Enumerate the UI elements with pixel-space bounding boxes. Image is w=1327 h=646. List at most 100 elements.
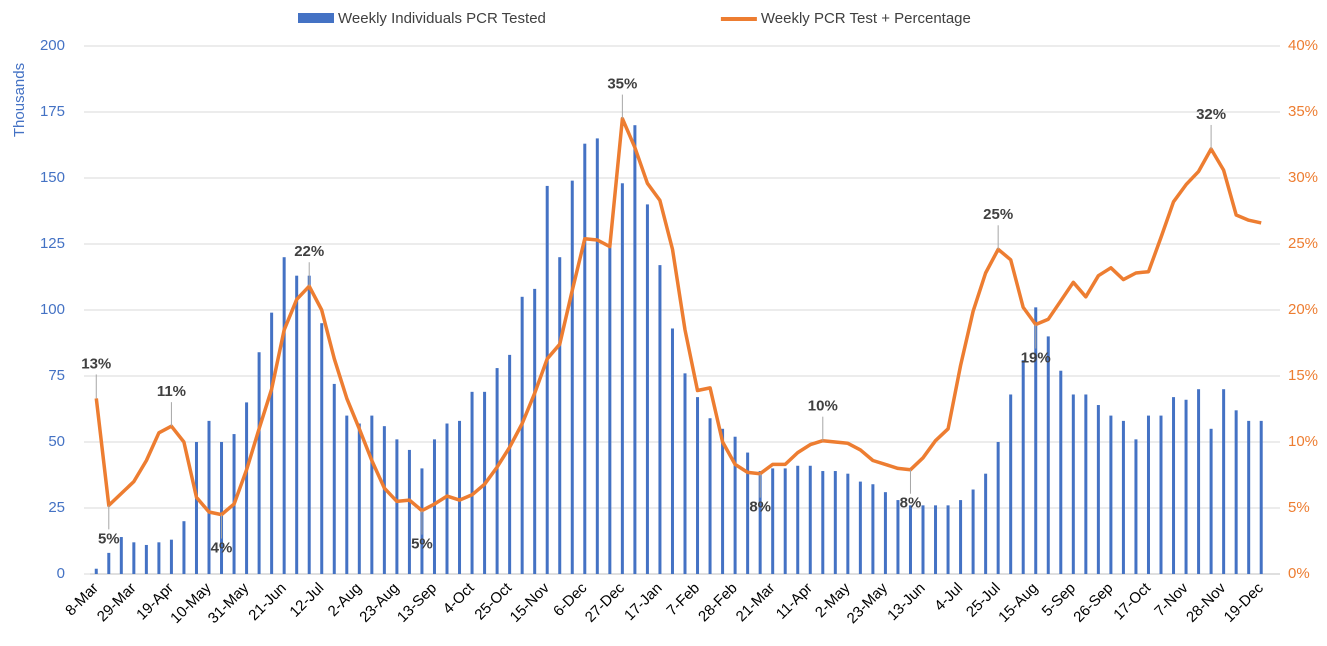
bar bbox=[771, 468, 775, 574]
bar bbox=[1247, 420, 1251, 574]
y2-tick-label: 10% bbox=[1288, 433, 1318, 450]
bar bbox=[683, 373, 687, 574]
data-label: 5% bbox=[411, 536, 433, 553]
bar bbox=[407, 449, 411, 574]
bar bbox=[1059, 370, 1063, 574]
data-label: 22% bbox=[294, 243, 324, 260]
bar bbox=[670, 328, 674, 574]
x-tick-label: 23-May bbox=[844, 579, 892, 627]
bar bbox=[508, 354, 512, 574]
bar bbox=[934, 505, 938, 574]
bar bbox=[1184, 399, 1188, 574]
bar bbox=[220, 442, 224, 574]
x-tick-label: 28-Feb bbox=[695, 580, 741, 626]
bar bbox=[495, 368, 499, 574]
data-label: 8% bbox=[900, 495, 922, 512]
y-tick-label: 125 bbox=[40, 235, 65, 252]
bar bbox=[1134, 439, 1138, 574]
bar bbox=[332, 383, 336, 574]
bar bbox=[658, 265, 662, 574]
bar bbox=[1009, 394, 1013, 574]
bar bbox=[984, 473, 988, 574]
bar bbox=[94, 568, 98, 574]
bar bbox=[570, 180, 574, 574]
bar bbox=[370, 415, 374, 574]
bar bbox=[1096, 405, 1100, 574]
x-tick-label: 19-Dec bbox=[1221, 579, 1268, 626]
y2-tick-label: 0% bbox=[1288, 565, 1310, 582]
x-tick-label: 23-Aug bbox=[356, 580, 402, 626]
y-tick-label: 175 bbox=[40, 103, 65, 120]
data-label: 5% bbox=[98, 530, 120, 547]
bar bbox=[721, 428, 725, 574]
x-tick-label: 21-Jun bbox=[245, 580, 289, 624]
bar bbox=[282, 257, 286, 574]
bar bbox=[733, 436, 737, 574]
bar bbox=[1222, 389, 1226, 574]
bar bbox=[1209, 428, 1213, 574]
data-label: 8% bbox=[749, 499, 771, 516]
bar bbox=[257, 352, 261, 574]
bar bbox=[996, 442, 1000, 574]
bar bbox=[946, 505, 950, 574]
bar bbox=[1259, 420, 1263, 574]
bar bbox=[1146, 415, 1150, 574]
y-tick-label: 75 bbox=[48, 367, 65, 384]
bar bbox=[708, 418, 712, 574]
bar bbox=[432, 439, 436, 574]
bar bbox=[858, 481, 862, 574]
bar bbox=[821, 471, 825, 574]
bar bbox=[696, 397, 700, 574]
bar bbox=[1121, 420, 1125, 574]
bar bbox=[119, 537, 123, 574]
y2-tick-label: 30% bbox=[1288, 169, 1318, 186]
bar bbox=[896, 500, 900, 574]
y-tick-label: 25 bbox=[48, 499, 65, 516]
bar bbox=[545, 185, 549, 575]
bar bbox=[445, 423, 449, 574]
bar bbox=[959, 500, 963, 574]
bar bbox=[595, 138, 599, 574]
x-tick-label: 15-Nov bbox=[507, 579, 554, 626]
bar bbox=[307, 275, 311, 574]
bar bbox=[194, 442, 198, 574]
y2-tick-label: 15% bbox=[1288, 367, 1318, 384]
bar bbox=[1172, 397, 1176, 574]
data-label: 25% bbox=[983, 206, 1013, 223]
bar bbox=[245, 402, 249, 574]
y-tick-label: 0 bbox=[57, 565, 65, 582]
bar bbox=[470, 391, 474, 574]
legend-label: Weekly Individuals PCR Tested bbox=[338, 10, 546, 27]
bar bbox=[645, 204, 649, 574]
bar bbox=[182, 521, 186, 574]
y-tick-label: 150 bbox=[40, 169, 65, 186]
bar bbox=[871, 484, 875, 574]
bar bbox=[295, 275, 299, 574]
bar bbox=[107, 552, 111, 574]
x-tick-label: 15-Aug bbox=[995, 580, 1041, 626]
x-tick-label: 10-May bbox=[167, 579, 215, 627]
line bbox=[94, 116, 1262, 517]
x-tick-label: 17-Jan bbox=[621, 580, 665, 624]
y2-tick-label: 25% bbox=[1288, 235, 1318, 252]
y-tick-label: 200 bbox=[40, 37, 65, 54]
x-tick-label: 13-Sep bbox=[394, 580, 440, 626]
x-tick-label: 12-Jul bbox=[286, 580, 327, 621]
y2-tick-label: 20% bbox=[1288, 301, 1318, 318]
bar bbox=[169, 539, 173, 574]
legend-label: Weekly PCR Test + Percentage bbox=[761, 10, 971, 27]
x-tick-label: 27-Dec bbox=[582, 579, 629, 626]
bar bbox=[458, 420, 462, 574]
data-label: 35% bbox=[607, 76, 637, 93]
bar bbox=[971, 489, 975, 574]
bar bbox=[1034, 307, 1038, 574]
data-label: 19% bbox=[1021, 349, 1051, 366]
y2-tick-label: 40% bbox=[1288, 37, 1318, 54]
x-tick-label: 4-Jul bbox=[931, 580, 966, 615]
bar bbox=[207, 420, 211, 574]
data-label: 10% bbox=[808, 398, 838, 415]
x-tick-label: 31-May bbox=[205, 579, 253, 627]
bar bbox=[1084, 394, 1088, 574]
y-tick-label: 100 bbox=[40, 301, 65, 318]
